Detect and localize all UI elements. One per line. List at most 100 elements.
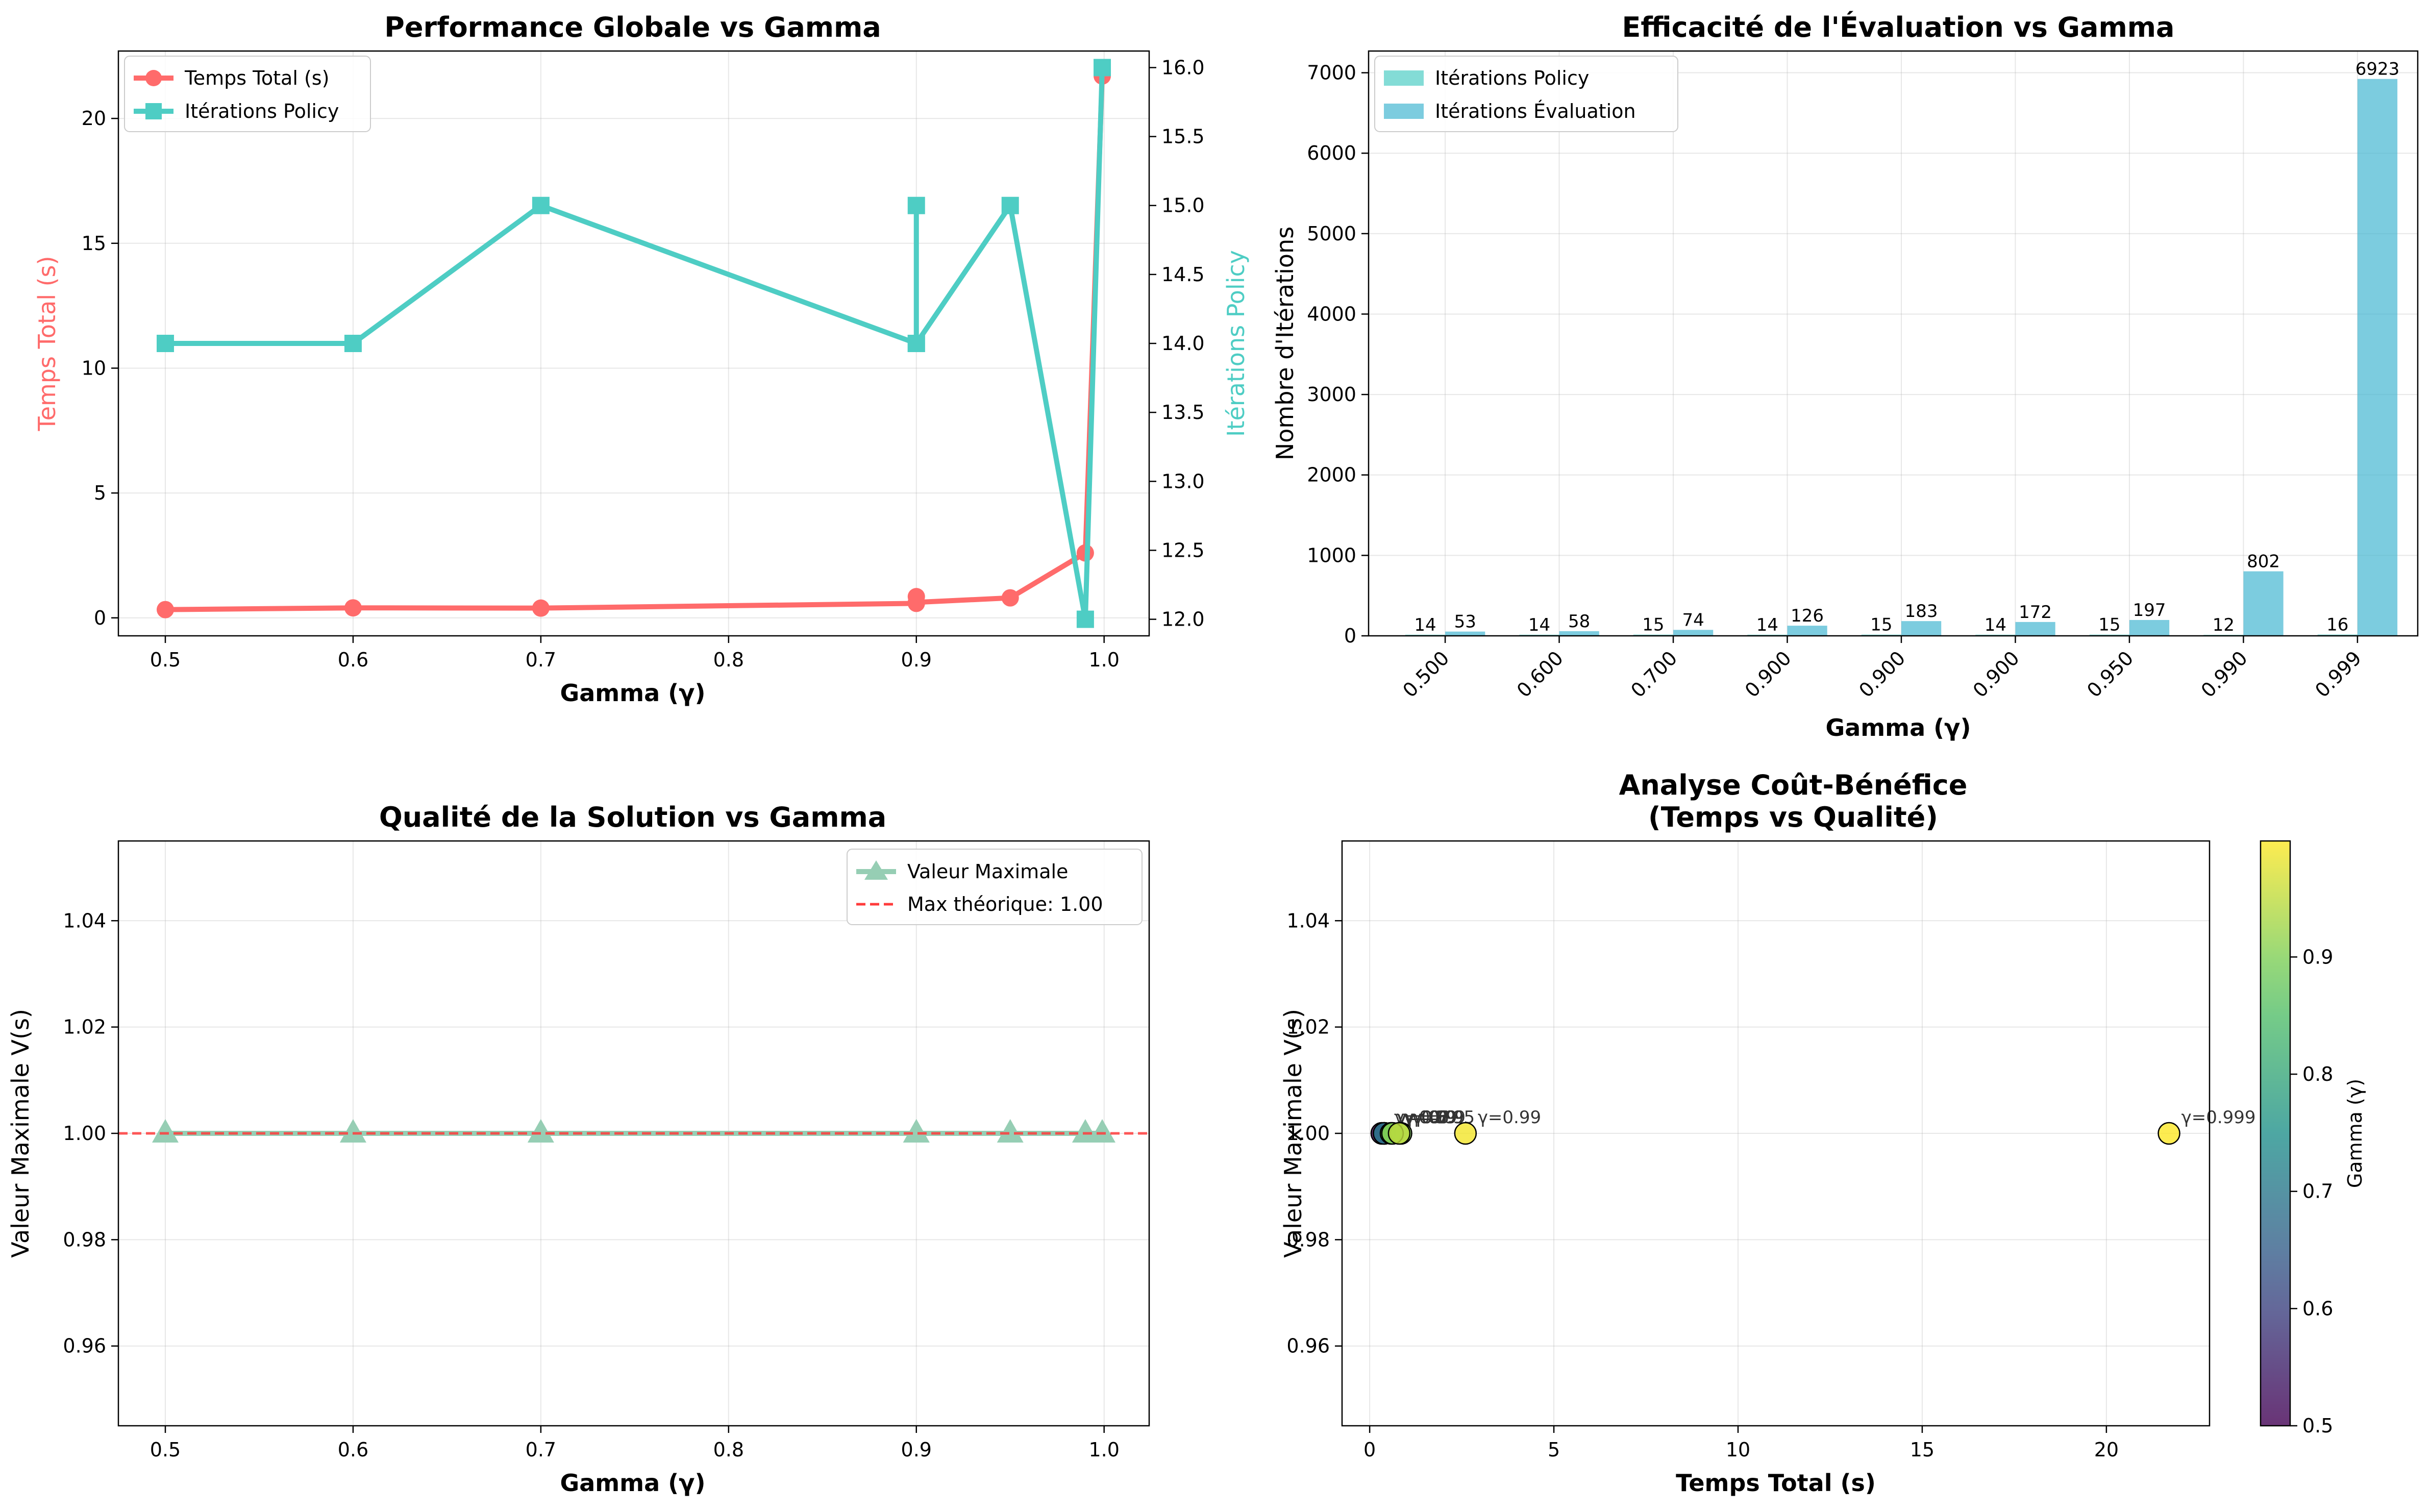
y-tick-label: 3000 bbox=[1307, 383, 1356, 406]
bar-value-label: 15 bbox=[1870, 615, 1892, 635]
y-right-tick-label: 14.5 bbox=[1161, 263, 1205, 286]
legend-label-max-theorique: Max théorique: 1.00 bbox=[907, 893, 1103, 915]
x-axis-label: Temps Total (s) bbox=[1676, 1469, 1876, 1497]
legend-label-temps: Temps Total (s) bbox=[184, 67, 329, 89]
y-tick-label: 5 bbox=[94, 482, 106, 504]
y-tick-label: 1.02 bbox=[63, 1016, 106, 1038]
bar-iterations-evaluation bbox=[2357, 79, 2398, 636]
bar-value-label: 15 bbox=[1642, 615, 1664, 635]
chart-subtitle: (Temps vs Qualité) bbox=[1648, 801, 1938, 833]
x-tick-label: 1.0 bbox=[1088, 1439, 1119, 1461]
colorbar-tick-label: 0.7 bbox=[2302, 1180, 2333, 1203]
bar-value-label: 183 bbox=[1905, 601, 1938, 622]
colorbar-tick-label: 0.8 bbox=[2302, 1063, 2333, 1085]
panel-qualite-solution: Qualité de la Solution vs Gamma 0.5 0.6 0.… bbox=[7, 801, 1150, 1497]
point-valeur-maximale bbox=[903, 1119, 930, 1143]
y-right-tick-label: 15.0 bbox=[1161, 194, 1205, 217]
x-axis-label: Gamma (γ) bbox=[1825, 714, 1971, 741]
y-right-tick-label: 16.0 bbox=[1161, 56, 1205, 79]
point-temps-total bbox=[1001, 589, 1019, 607]
point-iterations-policy bbox=[907, 196, 925, 214]
bar-value-label: 14 bbox=[1985, 615, 2006, 635]
chart-title: Qualité de la Solution vs Gamma bbox=[379, 801, 886, 833]
bar-value-label: 12 bbox=[2213, 615, 2235, 635]
x-tick-label: 0 bbox=[1363, 1439, 1376, 1461]
legend-marker-valeur bbox=[864, 860, 888, 880]
y-tick-label: 0 bbox=[94, 607, 106, 629]
bar-value-label: 14 bbox=[1528, 615, 1550, 635]
point-annotation: γ=0.9 bbox=[1405, 1107, 1457, 1128]
bar-value-label: 802 bbox=[2247, 552, 2280, 572]
y-axis-label: Valeur Maximale V(s) bbox=[7, 1009, 34, 1258]
y-tick-label: 0 bbox=[1344, 625, 1356, 647]
y-tick-label: 20 bbox=[82, 107, 106, 130]
point-temps-total bbox=[344, 599, 362, 617]
point-temps-total bbox=[156, 601, 174, 618]
x-tick-label: 0.7 bbox=[526, 1439, 556, 1461]
y-tick-label: 0.98 bbox=[63, 1228, 106, 1251]
x-tick-label: 1.0 bbox=[1088, 649, 1119, 671]
y-right-tick-label: 12.0 bbox=[1161, 608, 1205, 631]
point-annotation: γ=0.9 bbox=[1413, 1107, 1466, 1128]
legend-marker-temps bbox=[145, 70, 162, 86]
y-tick-label: 1.00 bbox=[1286, 1122, 1330, 1145]
scatter-point bbox=[1387, 1122, 1411, 1145]
legend: Itérations Policy Itérations Évaluation bbox=[1374, 56, 1678, 132]
point-iterations-policy bbox=[532, 196, 550, 214]
y-axis-label: Nombre d'Itérations bbox=[1271, 227, 1299, 460]
y-tick-label: 6000 bbox=[1307, 142, 1356, 164]
y-tick-label: 1.00 bbox=[63, 1122, 106, 1145]
panel-cout-benefice: Analyse Coût-Bénéfice (Temps vs Qualité)… bbox=[1279, 769, 2366, 1497]
y-tick-label: 5000 bbox=[1307, 222, 1356, 245]
y-tick-label: 15 bbox=[82, 232, 106, 255]
bar-value-label: 58 bbox=[1568, 611, 1590, 632]
bar-value-label: 14 bbox=[1756, 615, 1778, 635]
bar-iterations-evaluation bbox=[1787, 626, 1827, 636]
colorbar-gradient bbox=[2260, 840, 2291, 1427]
x-tick-label: 0.5 bbox=[150, 1439, 181, 1461]
bar-value-label: 74 bbox=[1682, 610, 1704, 630]
bar-value-label: 15 bbox=[2098, 615, 2120, 635]
bar-iterations-evaluation bbox=[2129, 619, 2170, 636]
x-tick-label: 0.7 bbox=[526, 649, 556, 671]
legend-swatch-evaluation bbox=[1384, 104, 1424, 119]
y-tick-label: 1.04 bbox=[63, 909, 106, 932]
colorbar-tick-label: 0.6 bbox=[2302, 1297, 2333, 1320]
point-valeur-maximale bbox=[997, 1119, 1024, 1143]
legend-marker-iterations bbox=[145, 103, 162, 119]
scatter-point bbox=[2157, 1122, 2180, 1145]
point-iterations-policy bbox=[1001, 196, 1019, 214]
point-valeur-maximale bbox=[339, 1119, 366, 1143]
y-tick-label: 2000 bbox=[1307, 464, 1356, 486]
point-iterations-policy bbox=[156, 335, 174, 352]
bar-value-label: 14 bbox=[1414, 615, 1436, 635]
y-tick-label: 1.02 bbox=[1286, 1016, 1330, 1038]
bar-iterations-evaluation bbox=[1559, 631, 1599, 636]
point-iterations-policy bbox=[344, 335, 362, 352]
legend-label-iterations: Itérations Policy bbox=[185, 100, 339, 122]
point-iterations-policy bbox=[1076, 610, 1094, 628]
legend-label-policy: Itérations Policy bbox=[1435, 67, 1589, 89]
colorbar-tick-label: 0.5 bbox=[2302, 1415, 2333, 1437]
y-right-tick-label: 14.0 bbox=[1161, 332, 1205, 355]
legend: Valeur Maximale Max théorique: 1.00 bbox=[847, 849, 1143, 925]
y-tick-label: 7000 bbox=[1307, 62, 1356, 84]
y-axis-label: Valeur Maximale V(s) bbox=[1279, 1009, 1307, 1258]
colorbar: 0.5 0.6 0.7 0.8 0.9 Gamma (γ) bbox=[2260, 840, 2366, 1437]
x-tick-label: 0.5 bbox=[150, 649, 181, 671]
bar-iterations-evaluation bbox=[1901, 621, 1942, 636]
bar-value-label: 6923 bbox=[2355, 59, 2400, 80]
point-valeur-maximale bbox=[152, 1119, 179, 1143]
y-right-tick-label: 13.0 bbox=[1161, 470, 1205, 492]
x-tick-label: 15 bbox=[1910, 1439, 1934, 1461]
legend-label-valeur: Valeur Maximale bbox=[907, 860, 1068, 883]
point-temps-total bbox=[907, 593, 925, 611]
y-tick-label: 1000 bbox=[1307, 544, 1356, 566]
bar-iterations-evaluation bbox=[2243, 571, 2284, 636]
y-tick-label: 0.96 bbox=[1286, 1335, 1330, 1357]
point-annotation: γ=0.9 bbox=[1403, 1107, 1456, 1128]
colorbar-label: Gamma (γ) bbox=[2344, 1079, 2366, 1188]
legend: Temps Total (s) Itérations Policy bbox=[124, 56, 371, 132]
